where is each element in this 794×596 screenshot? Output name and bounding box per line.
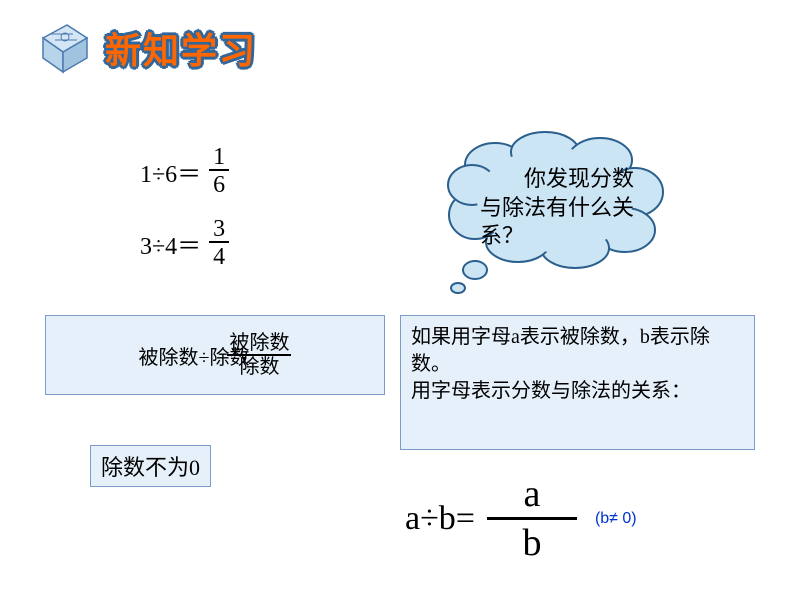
eq2-numerator: 3 [209,217,229,243]
word-fraction-top: 被除数 [227,332,291,356]
eq2-denominator: 4 [209,245,229,269]
header: 新知学习 [35,20,257,75]
box-explanation: 如果用字母a表示被除数，b表示除数。 用字母表示分数与除法的关系： [400,315,755,450]
formula-numerator: a [504,475,561,517]
box-divisor-note: 除数不为0 [90,445,211,487]
eq1-denominator: 6 [209,173,229,197]
explanation-line1: 如果用字母a表示被除数，b表示除数。 [411,324,744,378]
explanation-line2: 用字母表示分数与除法的关系： [411,378,744,405]
formula-fraction: a b [487,475,577,562]
equations-block: 1÷6＝ 1 6 3÷4＝ 3 4 [140,145,229,289]
book-icon [35,20,95,75]
word-fraction-bottom: 除数 [237,356,281,378]
bubble-text: 你发现分数与除法有什么关系？ [480,165,650,251]
equation-1: 1÷6＝ 1 6 [140,145,229,197]
equation-2: 3÷4＝ 3 4 [140,217,229,269]
letter-formula: a÷b= a b (b≠ 0) [405,475,637,562]
eq1-numerator: 1 [209,145,229,171]
formula-lhs: a÷b= [405,500,475,538]
formula-denominator: b [502,520,561,562]
eq1-fraction: 1 6 [209,145,229,197]
divisor-note-text: 除数不为0 [101,455,200,480]
word-formula-fraction: 被除数 除数 [227,332,291,378]
page-title: 新知学习 [105,22,257,74]
eq1-lhs: 1÷6＝ [140,154,201,189]
thought-bubble: 你发现分数与除法有什么关系？ [440,130,670,280]
formula-condition: (b≠ 0) [595,510,637,528]
eq2-fraction: 3 4 [209,217,229,269]
eq2-lhs: 3÷4＝ [140,226,201,261]
box-word-formula: 被除数÷除数 被除数 除数 [45,315,385,395]
